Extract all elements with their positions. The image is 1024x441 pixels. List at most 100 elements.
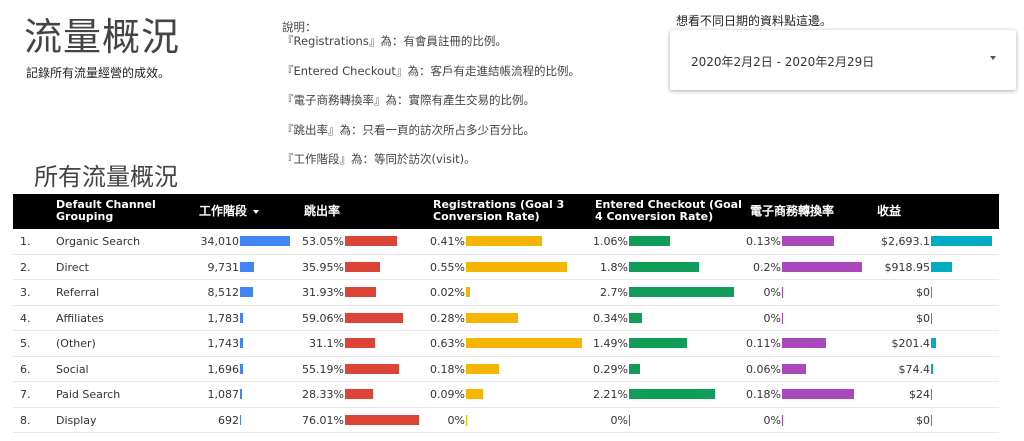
cell-conv: 0.2% <box>753 260 781 274</box>
bar-sessions <box>240 236 290 246</box>
cell-conv: 0% <box>763 413 781 427</box>
cell-conv: 0.06% <box>746 362 781 376</box>
row-index: 6. <box>20 362 31 376</box>
row-index: 2. <box>20 260 31 274</box>
bar-sessions <box>240 261 255 272</box>
row-index: 3. <box>20 286 31 299</box>
bar-chk <box>629 312 643 323</box>
bar-rev <box>931 363 933 374</box>
table-row[interactable]: 6. Social 1,696 55.19% 0.18% 0.29% 0.06% $74.4 <box>13 357 999 382</box>
cell-bounce: 55.19% <box>302 362 344 376</box>
row-channel: Direct <box>56 260 89 274</box>
date-range-picker[interactable]: 2020年2月2日 - 2020年2月29日 <box>670 30 1016 90</box>
cell-chk: 0% <box>610 413 628 427</box>
cell-rev: $74.4 <box>898 362 931 376</box>
table-row[interactable]: 2. Direct 9,731 35.95% 0.55% 1.8% 0.2% $918.95 <box>13 255 999 280</box>
row-channel: Organic Search <box>56 235 141 248</box>
cell-conv: 0% <box>763 286 781 299</box>
notes-line: 『跳出率』為：只看一頁的訪次所占多少百分比。 <box>282 122 535 137</box>
cell-rev: $2,693.1 <box>881 235 930 248</box>
page-title: 流量概況 <box>24 15 181 59</box>
cell-sessions: 692 <box>218 413 239 427</box>
bar-bounce <box>345 236 397 246</box>
cell-sessions: 34,010 <box>200 235 240 248</box>
bar-conv <box>782 287 783 298</box>
cell-rev: $24 <box>909 388 930 401</box>
bar-bounce <box>345 287 377 297</box>
table-row[interactable]: 4. Affiliates 1,783 59.06% 0.28% 0.34% 0% $0 <box>13 306 999 331</box>
bar-rev <box>931 312 932 324</box>
cell-chk: 2.7% <box>600 286 628 299</box>
header-sessions-label: 工作階段 <box>199 204 248 218</box>
bar-reg <box>466 236 542 246</box>
bar-chk <box>629 338 687 348</box>
bar-rev <box>931 389 932 400</box>
cell-rev: $918.95 <box>884 260 931 274</box>
row-index: 1. <box>20 235 31 248</box>
notes-panel: 說明： 『Registrations』為：有會員註冊的比例。 『Entered … <box>282 20 580 182</box>
bar-sessions <box>240 414 241 425</box>
bar-sessions <box>240 338 243 348</box>
bar-chk <box>629 414 630 426</box>
row-index: 5. <box>20 337 31 350</box>
sort-desc-icon <box>253 209 260 214</box>
row-channel: Affiliates <box>56 311 104 325</box>
cell-reg: 0.41% <box>430 235 465 248</box>
table-row[interactable]: 7. Paid Search 1,087 28.33% 0.09% 2.21% 0.18% $… <box>13 382 999 408</box>
row-channel: (Other) <box>56 337 96 350</box>
row-index: 8. <box>20 413 31 427</box>
row-index: 4. <box>20 311 31 325</box>
bar-reg <box>466 338 582 348</box>
header-registrations[interactable]: Registrations (Goal 3 Conversion Rate) <box>433 198 565 223</box>
table-row[interactable]: 8. Display 692 76.01% 0% 0% 0% $0 <box>13 408 999 433</box>
bar-rev <box>931 261 952 272</box>
header-sessions[interactable]: 工作階段 <box>199 204 260 218</box>
bar-bounce <box>345 363 399 374</box>
bar-chk <box>629 287 734 297</box>
table-header: Default Channel Grouping 工作階段 跳出率 Regist… <box>13 194 999 229</box>
cell-chk: 0.34% <box>593 311 628 325</box>
bar-reg <box>466 389 483 399</box>
cell-conv: 0.13% <box>746 235 781 248</box>
row-index: 7. <box>20 388 31 401</box>
notes-line: 『電子商務轉換率』為：實際有產生交易的比例。 <box>282 93 535 107</box>
cell-sessions: 9,731 <box>207 260 240 274</box>
header-revenue[interactable]: 收益 <box>877 204 902 218</box>
cell-bounce: 35.95% <box>302 260 344 274</box>
table-row[interactable]: 1. Organic Search 34,010 53.05% 0.41% 1.06% 0.… <box>13 229 999 255</box>
bar-bounce <box>345 338 376 348</box>
bar-conv <box>782 312 783 324</box>
header-bounce[interactable]: 跳出率 <box>304 204 341 218</box>
cell-rev: $0 <box>916 413 930 427</box>
cell-bounce: 53.05% <box>302 235 344 248</box>
row-channel: Display <box>56 413 97 427</box>
page-subtitle: 記錄所有流量經營的成效。 <box>26 66 171 80</box>
row-channel: Paid Search <box>56 388 121 401</box>
cell-reg: 0% <box>447 413 465 427</box>
cell-sessions: 1,743 <box>207 337 240 350</box>
row-channel: Referral <box>56 286 100 299</box>
cell-conv: 0.11% <box>746 337 781 350</box>
table-row[interactable]: 5. (Other) 1,743 31.1% 0.63% 1.49% 0.11% $201.4 <box>13 331 999 357</box>
bar-bounce <box>345 261 380 272</box>
table-row[interactable]: 3. Referral 8,512 31.93% 0.02% 2.7% 0% $0 <box>13 280 999 306</box>
row-channel: Social <box>56 362 89 376</box>
header-channel[interactable]: Default Channel Grouping <box>56 198 156 223</box>
header-conversion[interactable]: 電子商務轉換率 <box>750 204 835 218</box>
bar-sessions <box>240 312 243 323</box>
cell-bounce: 31.1% <box>309 337 344 350</box>
bar-sessions <box>240 287 253 297</box>
header-checkout[interactable]: Entered Checkout (Goal 4 Conversion Rate… <box>595 198 742 223</box>
cell-rev: $201.4 <box>891 337 931 350</box>
bar-chk <box>629 389 715 399</box>
bar-conv <box>782 261 862 272</box>
cell-reg: 0.55% <box>430 260 465 274</box>
cell-reg: 0.63% <box>430 337 465 350</box>
cell-chk: 1.06% <box>593 235 628 248</box>
bar-reg <box>466 261 568 272</box>
bar-rev <box>931 338 936 348</box>
cell-sessions: 1,087 <box>207 388 240 401</box>
cell-chk: 1.8% <box>600 260 628 274</box>
cell-sessions: 8,512 <box>207 286 240 299</box>
dropdown-caret-icon <box>990 56 996 60</box>
